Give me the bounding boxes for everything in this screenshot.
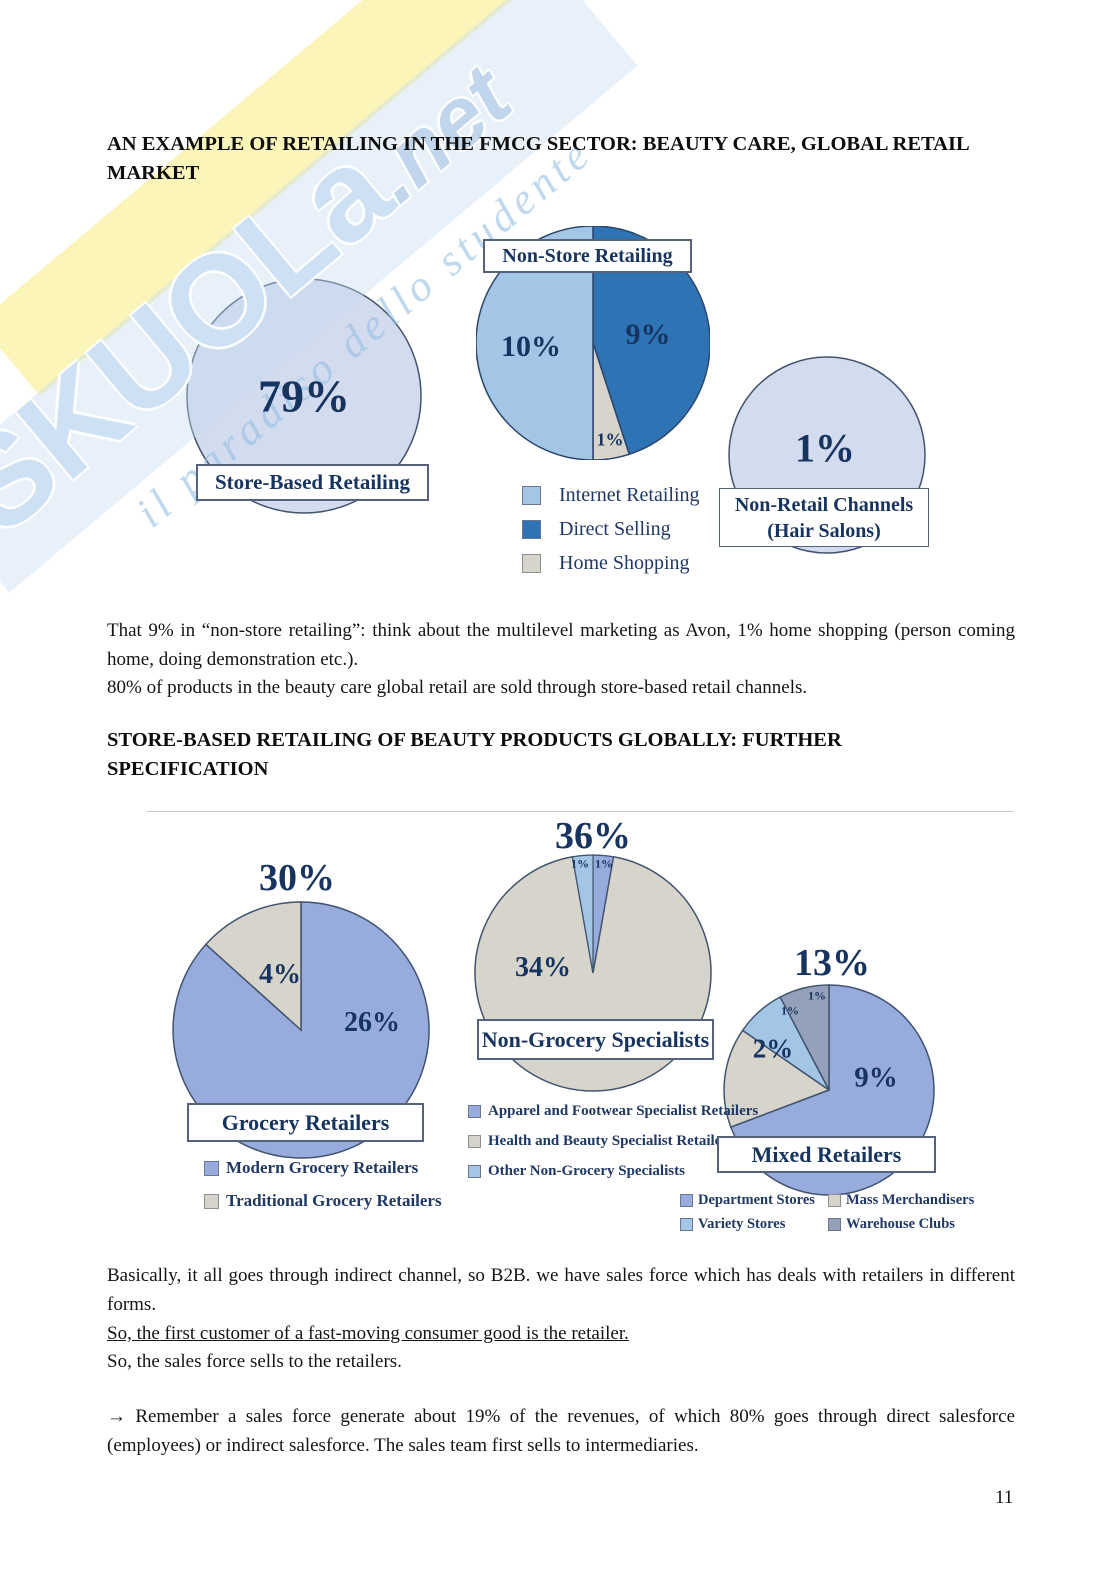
box-non-retail-line2: (Hair Salons): [767, 519, 881, 542]
legend-label-health-beauty: Health and Beauty Specialist Retailers: [488, 1133, 734, 1149]
label-warehouse-clubs-value: 1%: [808, 988, 826, 1003]
pie-grocery-retailers: [172, 901, 430, 1164]
legend-label-home: Home Shopping: [559, 552, 690, 574]
legend-non-grocery: Apparel and Footwear Specialist Retailer…: [468, 1103, 758, 1193]
legend-label-apparel: Apparel and Footwear Specialist Retailer…: [488, 1103, 759, 1119]
swatch-warehouse-clubs: [828, 1218, 841, 1231]
legend-label-variety-stores: Variety Stores: [698, 1216, 786, 1232]
paragraph-non-store-note: That 9% in “non-store retailing”: think …: [107, 620, 1015, 670]
swatch-department-stores: [680, 1194, 693, 1207]
legend-grocery: Modern Grocery Retailers Traditional Gro…: [204, 1158, 442, 1224]
pie-non-grocery-specialists: [474, 854, 712, 1097]
legend-label-direct: Direct Selling: [559, 518, 671, 540]
box-non-retail-channels: Non-Retail Channels (Hair Salons): [719, 488, 929, 547]
swatch-mass-merchandisers: [828, 1194, 841, 1207]
legend-item-health-beauty: Health and Beauty Specialist Retailers: [468, 1133, 758, 1150]
label-department-stores-value: 9%: [854, 1061, 898, 1094]
label-apparel-value: 1%: [595, 856, 613, 871]
box-mixed-retailers: Mixed Retailers: [717, 1136, 936, 1173]
slice-direct-selling: [592, 225, 711, 456]
label-non-grocery-total: 36%: [555, 815, 631, 857]
legend-label-mass-merchandisers: Mass Merchandisers: [846, 1192, 975, 1208]
legend-item-warehouse-clubs: Warehouse Clubs: [828, 1216, 988, 1233]
label-variety-stores-value: 1%: [781, 1003, 799, 1018]
box-non-store-retailing: Non-Store Retailing: [483, 239, 692, 273]
legend-label-traditional-grocery: Traditional Grocery Retailers: [226, 1191, 442, 1210]
legend-label-internet: Internet Retailing: [559, 484, 700, 506]
section-heading-line2: SPECIFICATION: [107, 758, 269, 780]
legend-label-department-stores: Department Stores: [698, 1192, 815, 1208]
label-health-beauty-value: 34%: [515, 952, 571, 983]
swatch-traditional-grocery: [204, 1193, 219, 1209]
box-non-grocery-specialists: Non-Grocery Specialists: [477, 1019, 714, 1060]
label-store-based-value: 79%: [258, 370, 350, 422]
label-grocery-total: 30%: [259, 857, 335, 899]
legend-item-department-stores: Department Stores: [680, 1192, 828, 1209]
swatch-variety-stores: [680, 1218, 693, 1231]
slice-mass-merchandisers: [723, 1029, 831, 1129]
paragraph-indirect-channel: Basically, it all goes through indirect …: [107, 1265, 1015, 1315]
legend-label-modern-grocery: Modern Grocery Retailers: [226, 1158, 419, 1177]
legend-item-traditional-grocery: Traditional Grocery Retailers: [204, 1191, 442, 1211]
label-direct-value: 9%: [625, 318, 671, 351]
page-number: 11: [995, 1487, 1014, 1508]
figure-top-border: [147, 811, 1014, 812]
swatch-direct-selling: [522, 520, 541, 539]
legend-label-other-non-grocery: Other Non-Grocery Specialists: [488, 1163, 685, 1179]
legend-label-warehouse-clubs: Warehouse Clubs: [846, 1216, 955, 1232]
paragraph-remember-note: → Remember a sales force generate about …: [107, 1406, 1015, 1456]
label-non-retail-value: 1%: [795, 425, 855, 471]
label-home-value: 1%: [596, 429, 624, 450]
slice-traditional-grocery: [204, 901, 302, 1032]
swatch-apparel-footwear: [468, 1105, 481, 1118]
legend-item-direct: Direct Selling: [522, 518, 700, 541]
label-other-non-grocery-value: 1%: [571, 856, 589, 871]
pie-grocery-svg: [172, 901, 430, 1159]
swatch-health-beauty: [468, 1135, 481, 1148]
box-non-retail-line1: Non-Retail Channels: [734, 493, 914, 516]
legend-non-store: Internet Retailing Direct Selling Home S…: [522, 484, 700, 586]
paragraph-first-customer: So, the first customer of a fast-moving …: [107, 1323, 629, 1344]
box-grocery-retailers: Grocery Retailers: [187, 1103, 424, 1142]
swatch-other-non-grocery: [468, 1165, 481, 1178]
swatch-modern-grocery: [204, 1160, 219, 1176]
section-heading-line1: STORE-BASED RETAILING OF BEAUTY PRODUCTS…: [107, 729, 842, 751]
label-mass-merchandisers-value: 2%: [752, 1033, 794, 1064]
slice-other-non-grocery: [571, 854, 594, 974]
legend-item-internet: Internet Retailing: [522, 484, 700, 507]
label-traditional-value: 4%: [259, 959, 301, 990]
section-heading: STORE-BASED RETAILING OF BEAUTY PRODUCTS…: [107, 726, 1037, 784]
legend-item-other-non-grocery: Other Non-Grocery Specialists: [468, 1163, 758, 1180]
swatch-internet-retailing: [522, 486, 541, 505]
paragraph-sales-force: So, the sales force sells to the retaile…: [107, 1351, 402, 1372]
legend-mixed: Department Stores Mass Merchandisers Var…: [680, 1192, 988, 1233]
page-title-line2: MARKET: [107, 162, 200, 184]
paragraph-80-percent: 80% of products in the beauty care globa…: [107, 677, 808, 698]
swatch-home-shopping: [522, 554, 541, 573]
legend-item-home: Home Shopping: [522, 552, 700, 575]
page-title-line1: AN EXAMPLE OF RETAILING IN THE FMCG SECT…: [107, 133, 970, 155]
label-modern-value: 26%: [344, 1007, 400, 1038]
legend-item-apparel: Apparel and Footwear Specialist Retailer…: [468, 1103, 758, 1120]
slice-warehouse-clubs: [779, 984, 830, 1091]
page-title: AN EXAMPLE OF RETAILING IN THE FMCG SECT…: [107, 130, 1037, 188]
label-internet-value: 10%: [501, 330, 561, 363]
legend-item-variety-stores: Variety Stores: [680, 1216, 828, 1233]
box-store-based-retailing: Store-Based Retailing: [196, 464, 429, 501]
legend-item-modern-grocery: Modern Grocery Retailers: [204, 1158, 442, 1178]
label-mixed-total: 13%: [794, 942, 870, 984]
legend-item-mass-merchandisers: Mass Merchandisers: [828, 1192, 988, 1209]
